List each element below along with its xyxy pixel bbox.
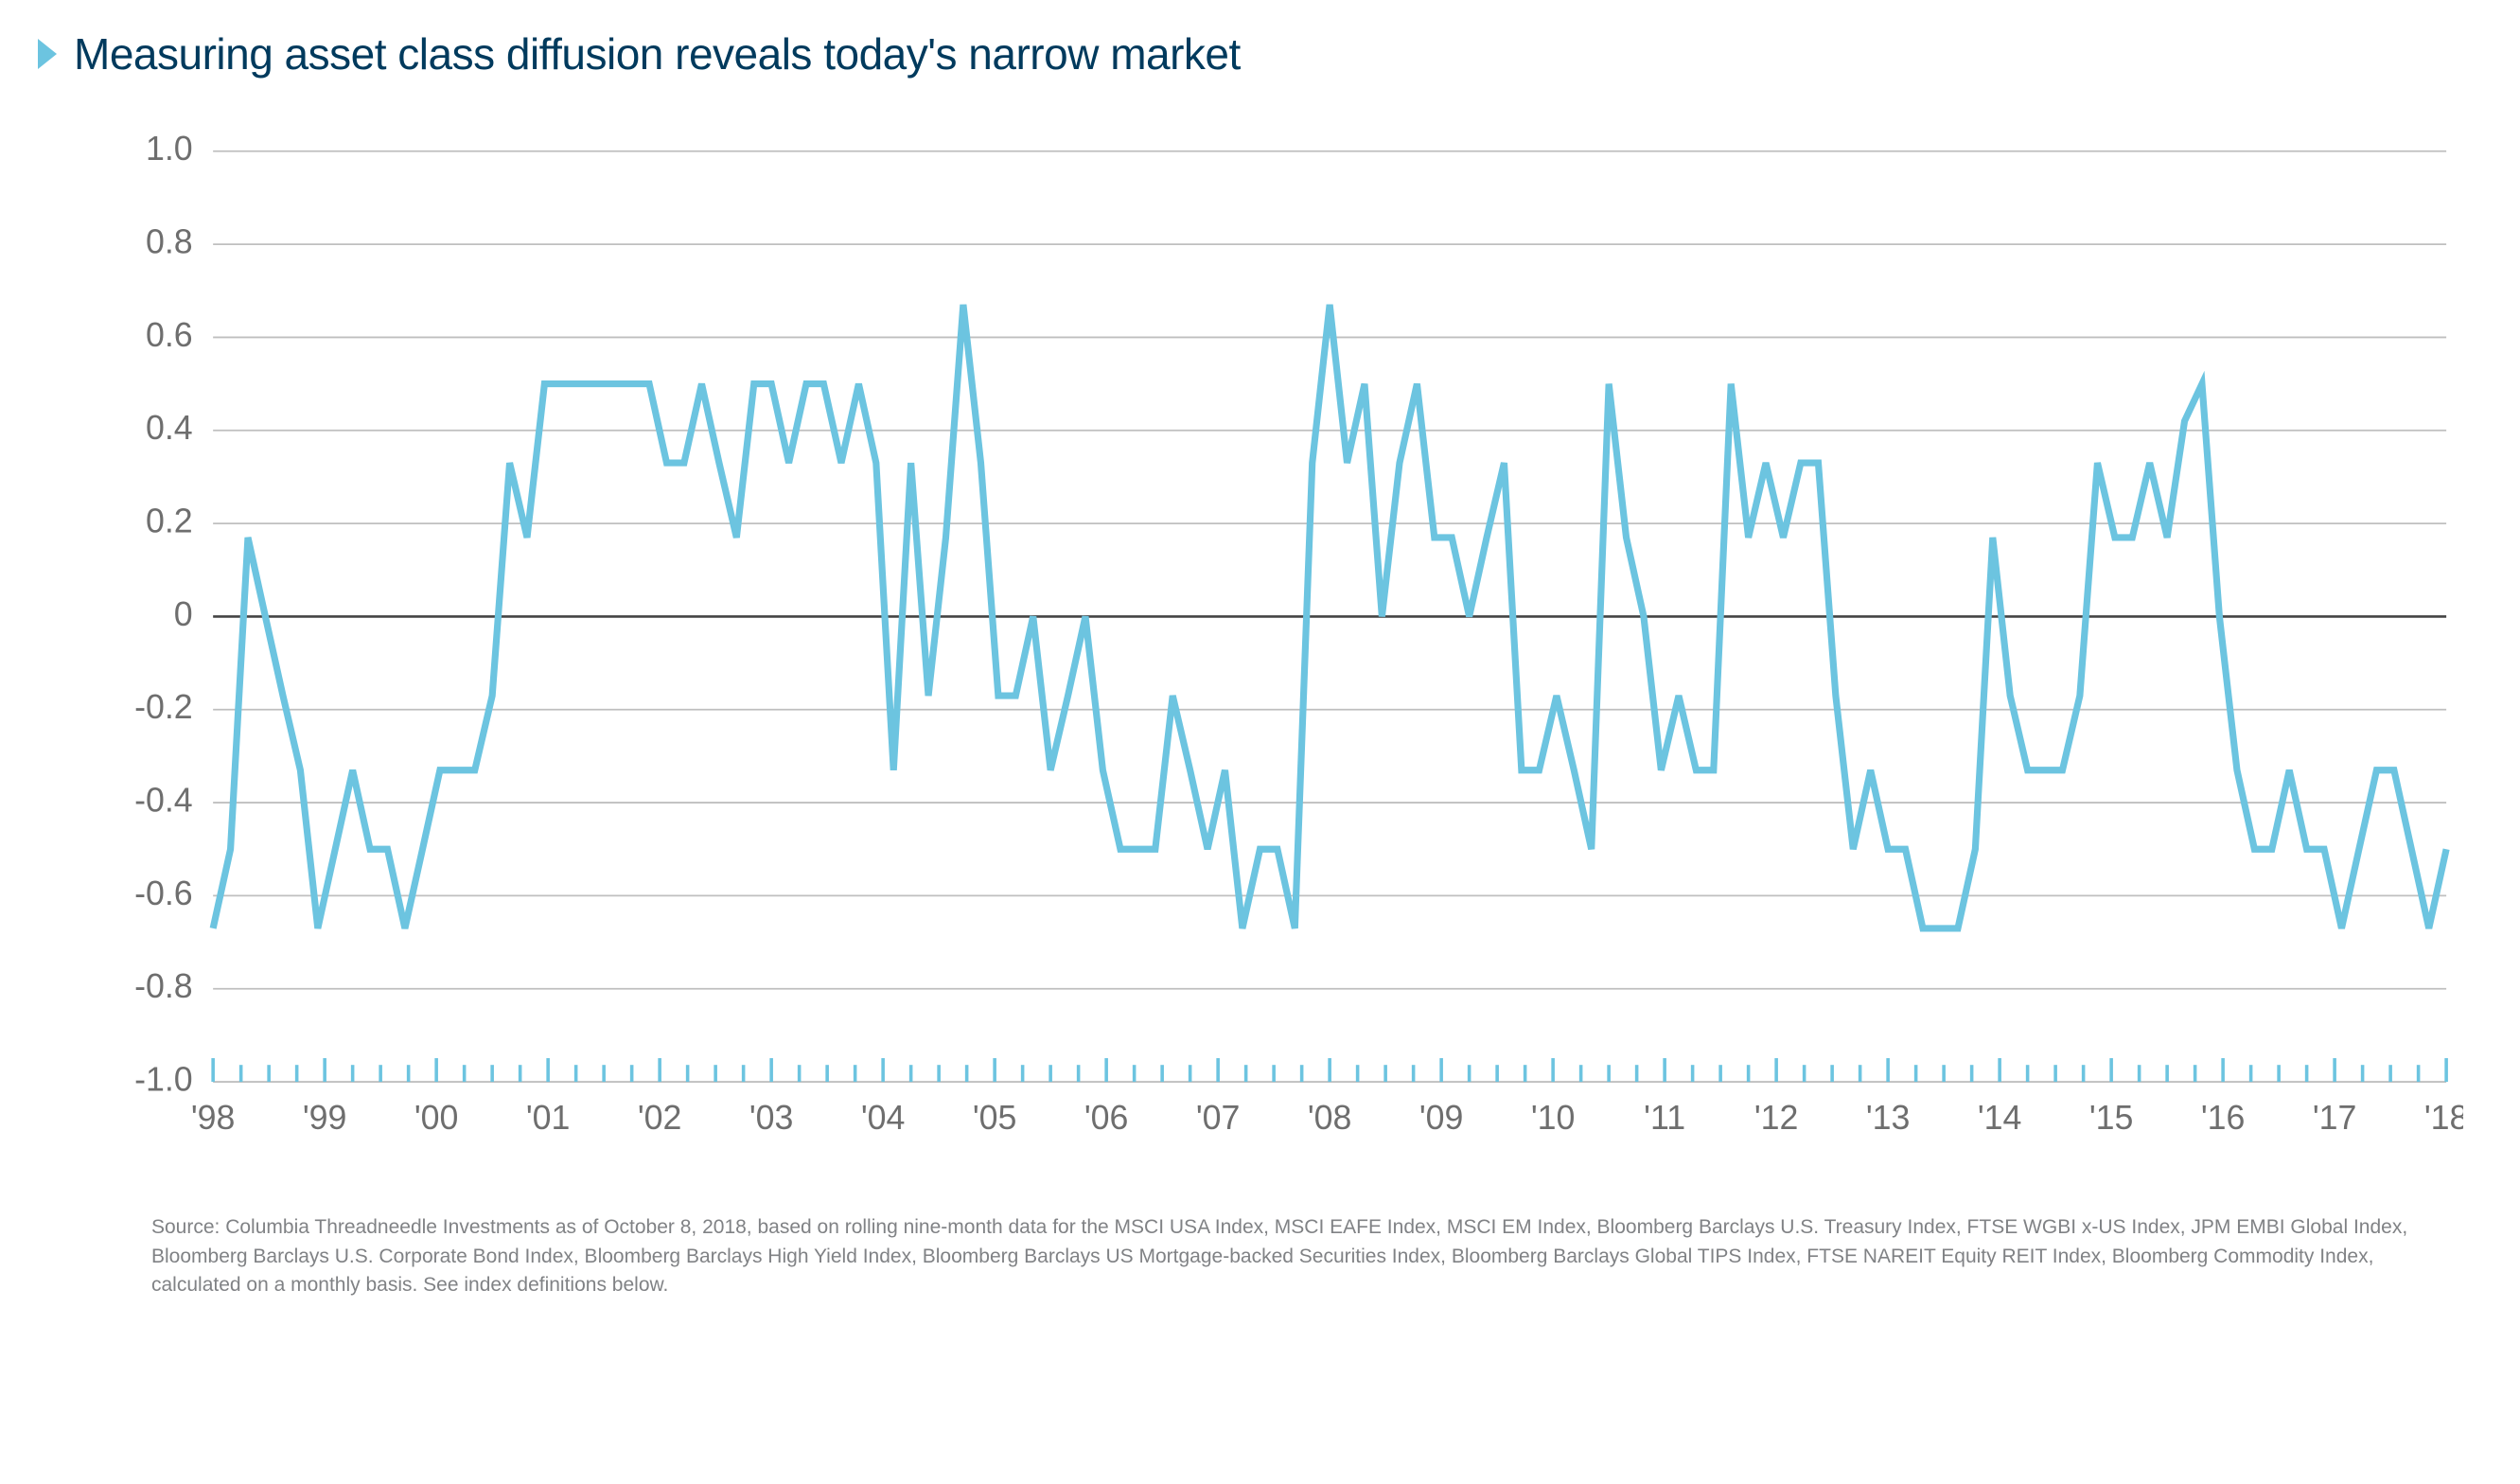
y-axis-label: -0.8 bbox=[134, 967, 193, 1005]
x-axis-label: '08 bbox=[1308, 1099, 1352, 1137]
y-axis-label: -0.2 bbox=[134, 688, 193, 726]
source-footnote: Source: Columbia Threadneedle Investment… bbox=[38, 1213, 2482, 1299]
x-axis-label: '13 bbox=[1866, 1099, 1911, 1137]
x-axis-label: '07 bbox=[1196, 1099, 1241, 1137]
x-axis-label: '00 bbox=[414, 1099, 459, 1137]
y-axis-label: -0.4 bbox=[134, 782, 193, 820]
x-axis-label: '14 bbox=[1978, 1099, 2022, 1137]
x-axis-label: '15 bbox=[2089, 1099, 2134, 1137]
y-axis-label: 0.4 bbox=[146, 409, 193, 447]
x-axis-label: '10 bbox=[1531, 1099, 1576, 1137]
y-axis-label: -0.6 bbox=[134, 874, 193, 912]
y-axis-label: 0.6 bbox=[146, 316, 193, 354]
title-arrow-icon bbox=[38, 39, 57, 69]
chart-title-row: Measuring asset class diffusion reveals … bbox=[38, 28, 2482, 80]
x-axis-label: '12 bbox=[1754, 1099, 1799, 1137]
x-axis-label: '02 bbox=[638, 1099, 682, 1137]
x-axis-label: '18 bbox=[2424, 1099, 2463, 1137]
x-axis-label: '01 bbox=[526, 1099, 571, 1137]
x-axis-label: '16 bbox=[2201, 1099, 2246, 1137]
line-chart: 1.0 0.8 0.6 0.4 0.2 0 -0.4 -0.2 -0.6 -0.8 -1.0'98 '… bbox=[95, 117, 2463, 1166]
x-axis-label: '05 bbox=[973, 1099, 1017, 1137]
y-axis-label: 0.2 bbox=[146, 503, 193, 540]
y-axis-label: 0.8 bbox=[146, 223, 193, 261]
y-axis-label: 0 bbox=[174, 595, 193, 633]
y-axis-label: 1.0 bbox=[146, 130, 193, 168]
x-axis-label: '11 bbox=[1644, 1099, 1685, 1137]
chart-title: Measuring asset class diffusion reveals … bbox=[74, 28, 1241, 80]
y-axis-label: -1.0 bbox=[134, 1061, 193, 1099]
x-axis-label: '17 bbox=[2313, 1099, 2357, 1137]
x-axis-label: '04 bbox=[861, 1099, 906, 1137]
x-axis-label: '98 bbox=[191, 1099, 236, 1137]
x-axis-label: '99 bbox=[303, 1099, 347, 1137]
x-axis-label: '06 bbox=[1084, 1099, 1129, 1137]
x-axis-label: '09 bbox=[1419, 1099, 1464, 1137]
x-axis-label: '03 bbox=[749, 1099, 794, 1137]
chart-container: 1.0 0.8 0.6 0.4 0.2 0 -0.4 -0.2 -0.6 -0.8 -1.0'98 '… bbox=[38, 117, 2482, 1166]
